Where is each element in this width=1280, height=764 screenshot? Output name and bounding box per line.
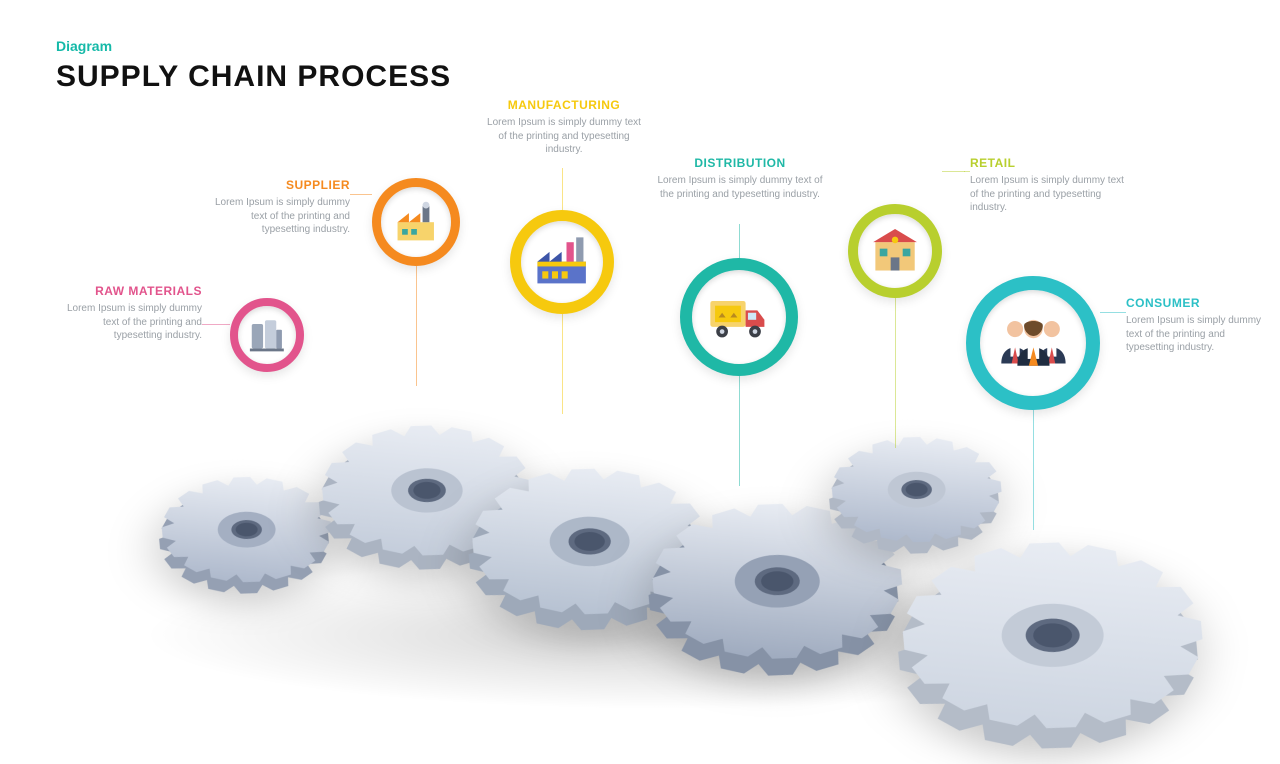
stage-label-consumer: CONSUMER Lorem Ipsum is simply dummy text… <box>1126 296 1276 355</box>
connector-line <box>416 266 417 386</box>
stage-description: Lorem Ipsum is simply dummy text of the … <box>200 196 350 237</box>
connector-line <box>895 298 896 448</box>
connector-line <box>739 224 740 258</box>
supplier-circle <box>372 178 460 266</box>
raw-materials-circle <box>230 298 304 372</box>
stage-raw-materials <box>230 298 304 372</box>
connector-line <box>202 324 230 325</box>
connector-line <box>1100 312 1126 313</box>
gear-icon <box>878 530 1222 763</box>
stage-distribution <box>680 258 798 376</box>
connector-line <box>739 376 740 486</box>
distribution-circle <box>680 258 798 376</box>
consumer-circle <box>966 276 1100 410</box>
diagram-title: SUPPLY CHAIN PROCESS <box>56 60 451 94</box>
stage-retail <box>848 204 942 298</box>
gear-icon <box>147 470 342 604</box>
gear-icon <box>304 417 545 581</box>
stage-label-raw-materials: RAW MATERIALS Lorem Ipsum is simply dummy… <box>52 284 202 343</box>
store-icon <box>871 227 919 275</box>
stage-label-manufacturing: MANUFACTURING Lorem Ipsum is simply dummy… <box>484 98 644 157</box>
stage-title: CONSUMER <box>1126 296 1276 310</box>
people-icon <box>999 309 1068 378</box>
stage-title: RETAIL <box>970 156 1130 170</box>
connector-line <box>942 171 970 172</box>
gear-icon <box>817 430 1012 564</box>
connector-line <box>350 194 372 195</box>
stage-label-retail: RETAIL Lorem Ipsum is simply dummy text o… <box>970 156 1130 215</box>
stage-description: Lorem Ipsum is simply dummy text of the … <box>484 116 644 157</box>
truck-icon <box>708 286 769 347</box>
retail-circle <box>848 204 942 298</box>
stage-manufacturing <box>510 210 614 314</box>
stage-label-supplier: SUPPLIER Lorem Ipsum is simply dummy text… <box>200 178 350 237</box>
gear-icon <box>632 494 919 689</box>
diagram-subtitle: Diagram <box>56 38 451 54</box>
storage-tanks-icon <box>248 316 286 354</box>
factory-big-icon <box>535 235 588 288</box>
stage-title: RAW MATERIALS <box>52 284 202 298</box>
stage-description: Lorem Ipsum is simply dummy text of the … <box>52 302 202 343</box>
stage-title: SUPPLIER <box>200 178 350 192</box>
stage-consumer <box>966 276 1100 410</box>
stage-label-distribution: DISTRIBUTION Lorem Ipsum is simply dummy … <box>650 156 830 201</box>
stage-supplier <box>372 178 460 266</box>
stage-description: Lorem Ipsum is simply dummy text of the … <box>1126 314 1276 355</box>
stage-description: Lorem Ipsum is simply dummy text of the … <box>650 174 830 201</box>
stage-title: DISTRIBUTION <box>650 156 830 170</box>
stage-title: MANUFACTURING <box>484 98 644 112</box>
connector-line <box>562 168 563 210</box>
factory-small-icon <box>393 199 439 245</box>
connector-line <box>562 314 563 414</box>
connector-line <box>1033 410 1034 530</box>
manufacturing-circle <box>510 210 614 314</box>
stage-description: Lorem Ipsum is simply dummy text of the … <box>970 174 1130 215</box>
gear-icon <box>453 459 723 642</box>
